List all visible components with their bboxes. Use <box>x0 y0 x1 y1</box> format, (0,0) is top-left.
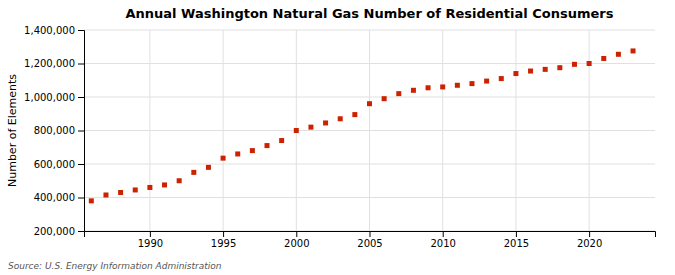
tick-mark <box>443 231 444 237</box>
point <box>616 52 621 57</box>
tick-label: 600,000 <box>34 159 75 170</box>
tick-mark <box>78 164 84 165</box>
plot-area: 1990 1995 2000 2005 2010 2015 2020 200,000 400,0… <box>24 25 655 249</box>
chart: 1990 1995 2000 2005 2010 2015 2020 200,000 400,0… <box>0 0 675 275</box>
point <box>338 116 343 121</box>
tick-mark <box>78 198 84 199</box>
tick-mark <box>78 131 84 132</box>
point <box>396 91 401 96</box>
tick-mark <box>78 231 84 232</box>
tick-label: 2005 <box>357 238 382 249</box>
point <box>499 76 504 81</box>
point <box>352 112 357 117</box>
tick-label: 400,000 <box>34 192 75 203</box>
grid-line <box>223 30 224 231</box>
tick-mark <box>78 97 84 98</box>
axis-line <box>85 232 656 238</box>
point <box>587 61 592 66</box>
tick: 2015 <box>504 231 529 249</box>
tick-label: 1,200,000 <box>24 58 75 69</box>
tick-label: 800,000 <box>34 125 75 136</box>
point <box>528 69 533 74</box>
tick-label: 2020 <box>577 238 602 249</box>
grid-line <box>589 30 590 231</box>
point <box>543 67 548 72</box>
grid <box>84 30 655 231</box>
point <box>484 79 489 84</box>
point <box>177 178 182 183</box>
tick-label: 2015 <box>504 238 529 249</box>
tick-mark <box>370 231 371 237</box>
tick: 2010 <box>430 231 455 249</box>
tick-label: 1,400,000 <box>24 25 75 36</box>
tick-label: 2000 <box>284 238 309 249</box>
point <box>133 187 138 192</box>
grid-line <box>515 30 516 231</box>
tick: 600,000 <box>34 159 84 170</box>
point <box>572 62 577 67</box>
tick: 2020 <box>577 231 602 249</box>
point <box>323 120 328 125</box>
point <box>469 81 474 86</box>
tick-label: 2010 <box>430 238 455 249</box>
annotation: Source: U.S. Energy Information Administ… <box>8 261 222 271</box>
y-axis-label: Number of Elements <box>6 74 19 187</box>
tick: 800,000 <box>34 125 84 136</box>
tick-label: 1,000,000 <box>24 92 75 103</box>
marks <box>89 48 636 203</box>
grid-line <box>442 30 443 231</box>
point <box>118 190 123 195</box>
point <box>440 84 445 89</box>
point <box>455 83 460 88</box>
title: Annual Washington Natural Gas Number of … <box>125 6 613 21</box>
tick: 2000 <box>284 231 309 249</box>
point <box>103 192 108 197</box>
point <box>221 156 226 161</box>
point <box>411 88 416 93</box>
tick-mark <box>78 64 84 65</box>
point <box>235 151 240 156</box>
tick: 1,200,000 <box>24 58 84 69</box>
tick-mark <box>150 231 151 237</box>
tick: 1995 <box>211 231 236 249</box>
point <box>631 48 636 53</box>
tick: 1,400,000 <box>24 25 84 36</box>
tick-mark <box>78 30 84 31</box>
grid-line <box>369 30 370 231</box>
point <box>308 125 313 130</box>
point <box>557 65 562 70</box>
tick: 2005 <box>357 231 382 249</box>
point <box>162 182 167 187</box>
point <box>513 71 518 76</box>
tick-mark <box>223 231 224 237</box>
point <box>191 170 196 175</box>
tick: 200,000 <box>34 226 84 237</box>
point <box>265 143 270 148</box>
grid-line <box>149 30 150 231</box>
point <box>426 85 431 90</box>
point <box>147 185 152 190</box>
tick: 1990 <box>138 231 163 249</box>
tick-label: 1990 <box>138 238 163 249</box>
y-axis: 200,000 400,000 600,000 800,000 1,000,000 1,2… <box>24 25 84 237</box>
point <box>250 148 255 153</box>
point <box>89 198 94 203</box>
point <box>367 101 372 106</box>
point <box>294 128 299 133</box>
tick: 1,000,000 <box>24 92 84 103</box>
tick: 400,000 <box>34 192 84 203</box>
point <box>206 165 211 170</box>
point <box>279 138 284 143</box>
point <box>601 56 606 61</box>
axis-line <box>78 31 85 232</box>
tick-mark <box>589 231 590 237</box>
tick-label: 1995 <box>211 238 236 249</box>
tick-mark <box>296 231 297 237</box>
point <box>382 96 387 101</box>
tick-mark <box>516 231 517 237</box>
x-axis: 1990 1995 2000 2005 2010 2015 2020 <box>85 231 656 249</box>
tick-label: 200,000 <box>34 226 75 237</box>
